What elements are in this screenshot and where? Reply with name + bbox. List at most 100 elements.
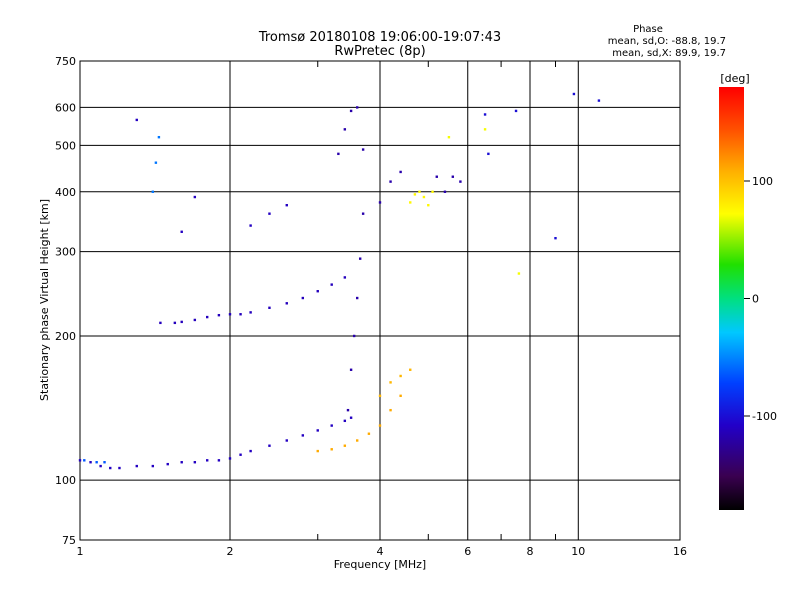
colorbar-ticks: 100 0 -100 [744, 175, 777, 423]
data-point [355, 439, 359, 442]
x-tick-label: 10 [571, 545, 585, 558]
y-tick-label: 75 [62, 534, 76, 547]
data-point [316, 290, 319, 293]
data-point [103, 461, 106, 464]
data-point [572, 92, 576, 96]
data-point [597, 99, 601, 102]
data-point [367, 432, 371, 435]
data-point [89, 461, 92, 464]
data-point [301, 434, 305, 437]
data-point [180, 230, 183, 233]
data-point [355, 106, 359, 109]
data-point [301, 296, 305, 300]
data-point [483, 128, 487, 131]
stats-o-mode: mean, sd,O: -88.8, 19.7 [608, 36, 726, 47]
data-point [413, 193, 417, 196]
x-tick-label: 2 [227, 545, 234, 558]
x-tick-label: 16 [673, 545, 687, 558]
data-point [154, 161, 158, 164]
data-point [349, 368, 353, 371]
data-point [249, 311, 252, 314]
stats-title: Phase [633, 24, 663, 35]
data-point [78, 459, 82, 462]
data-point [193, 461, 197, 464]
data-point [554, 236, 557, 240]
y-tick-label: 500 [55, 139, 76, 152]
data-point [180, 461, 183, 464]
data-point [431, 190, 434, 193]
data-point [435, 175, 438, 178]
data-point [399, 394, 402, 398]
data-point [330, 283, 333, 286]
data-point [151, 190, 155, 193]
data-point [399, 374, 402, 378]
colorbar: [deg] 100 0 -100 [719, 72, 777, 510]
data-point [228, 313, 232, 316]
data-point [483, 113, 487, 116]
data-point [352, 334, 356, 338]
data-point [389, 408, 392, 412]
data-point [514, 109, 518, 113]
data-point [378, 424, 382, 427]
data-point [389, 180, 392, 183]
x-tick-label: 1 [77, 545, 84, 558]
chart-subtitle: RwPretec (8p) [334, 44, 425, 59]
y-tick-label: 600 [55, 101, 76, 114]
data-point [399, 170, 402, 174]
y-axis: 75 100 200 300 400 500 600 750 [55, 55, 76, 547]
x-axis-label: Frequency [MHz] [334, 558, 426, 571]
data-point [358, 257, 362, 260]
data-point [166, 462, 169, 466]
stats-x-mode: mean, sd,X: 89.9, 19.7 [612, 48, 726, 59]
grid [80, 61, 680, 540]
data-point [378, 201, 382, 204]
data-point [268, 444, 271, 447]
data-point [389, 381, 392, 384]
data-point [427, 203, 430, 207]
data-point [193, 318, 197, 322]
data-point [239, 453, 242, 456]
data-point [109, 466, 112, 470]
data-point [409, 368, 412, 371]
data-point [228, 457, 232, 460]
data-point [487, 152, 490, 156]
x-tick-label: 4 [377, 545, 384, 558]
data-point [343, 444, 347, 447]
colorbar-gradient [719, 87, 744, 510]
data-point [239, 313, 242, 316]
data-point [443, 190, 447, 193]
data-point [99, 464, 102, 468]
data-point [268, 306, 271, 309]
colorbar-tick-label: -100 [752, 410, 777, 423]
y-tick-label: 300 [55, 246, 76, 259]
data-point [193, 195, 197, 199]
data-point [83, 459, 86, 462]
data-point [268, 212, 271, 215]
colorbar-tick-label: 100 [752, 175, 773, 188]
data-point [217, 459, 221, 462]
data-point [249, 449, 252, 453]
data-point [118, 466, 121, 470]
data-point [349, 416, 353, 419]
data-point [451, 175, 455, 178]
data-point [378, 394, 382, 398]
data-point [422, 195, 426, 199]
data-point [316, 429, 319, 432]
data-point [285, 302, 288, 305]
data-point [459, 180, 462, 183]
data-point [157, 135, 161, 139]
data-point [285, 203, 288, 207]
data-point [330, 448, 333, 451]
data-point [447, 135, 451, 139]
data-point [95, 461, 98, 464]
data-point [205, 459, 209, 462]
data-point [517, 272, 521, 275]
data-point [346, 408, 350, 412]
data-point [205, 315, 209, 319]
data-points [78, 92, 601, 470]
data-point [180, 320, 183, 324]
data-point [285, 439, 288, 442]
data-point [343, 419, 347, 423]
data-point [343, 276, 347, 279]
data-point [159, 321, 162, 325]
